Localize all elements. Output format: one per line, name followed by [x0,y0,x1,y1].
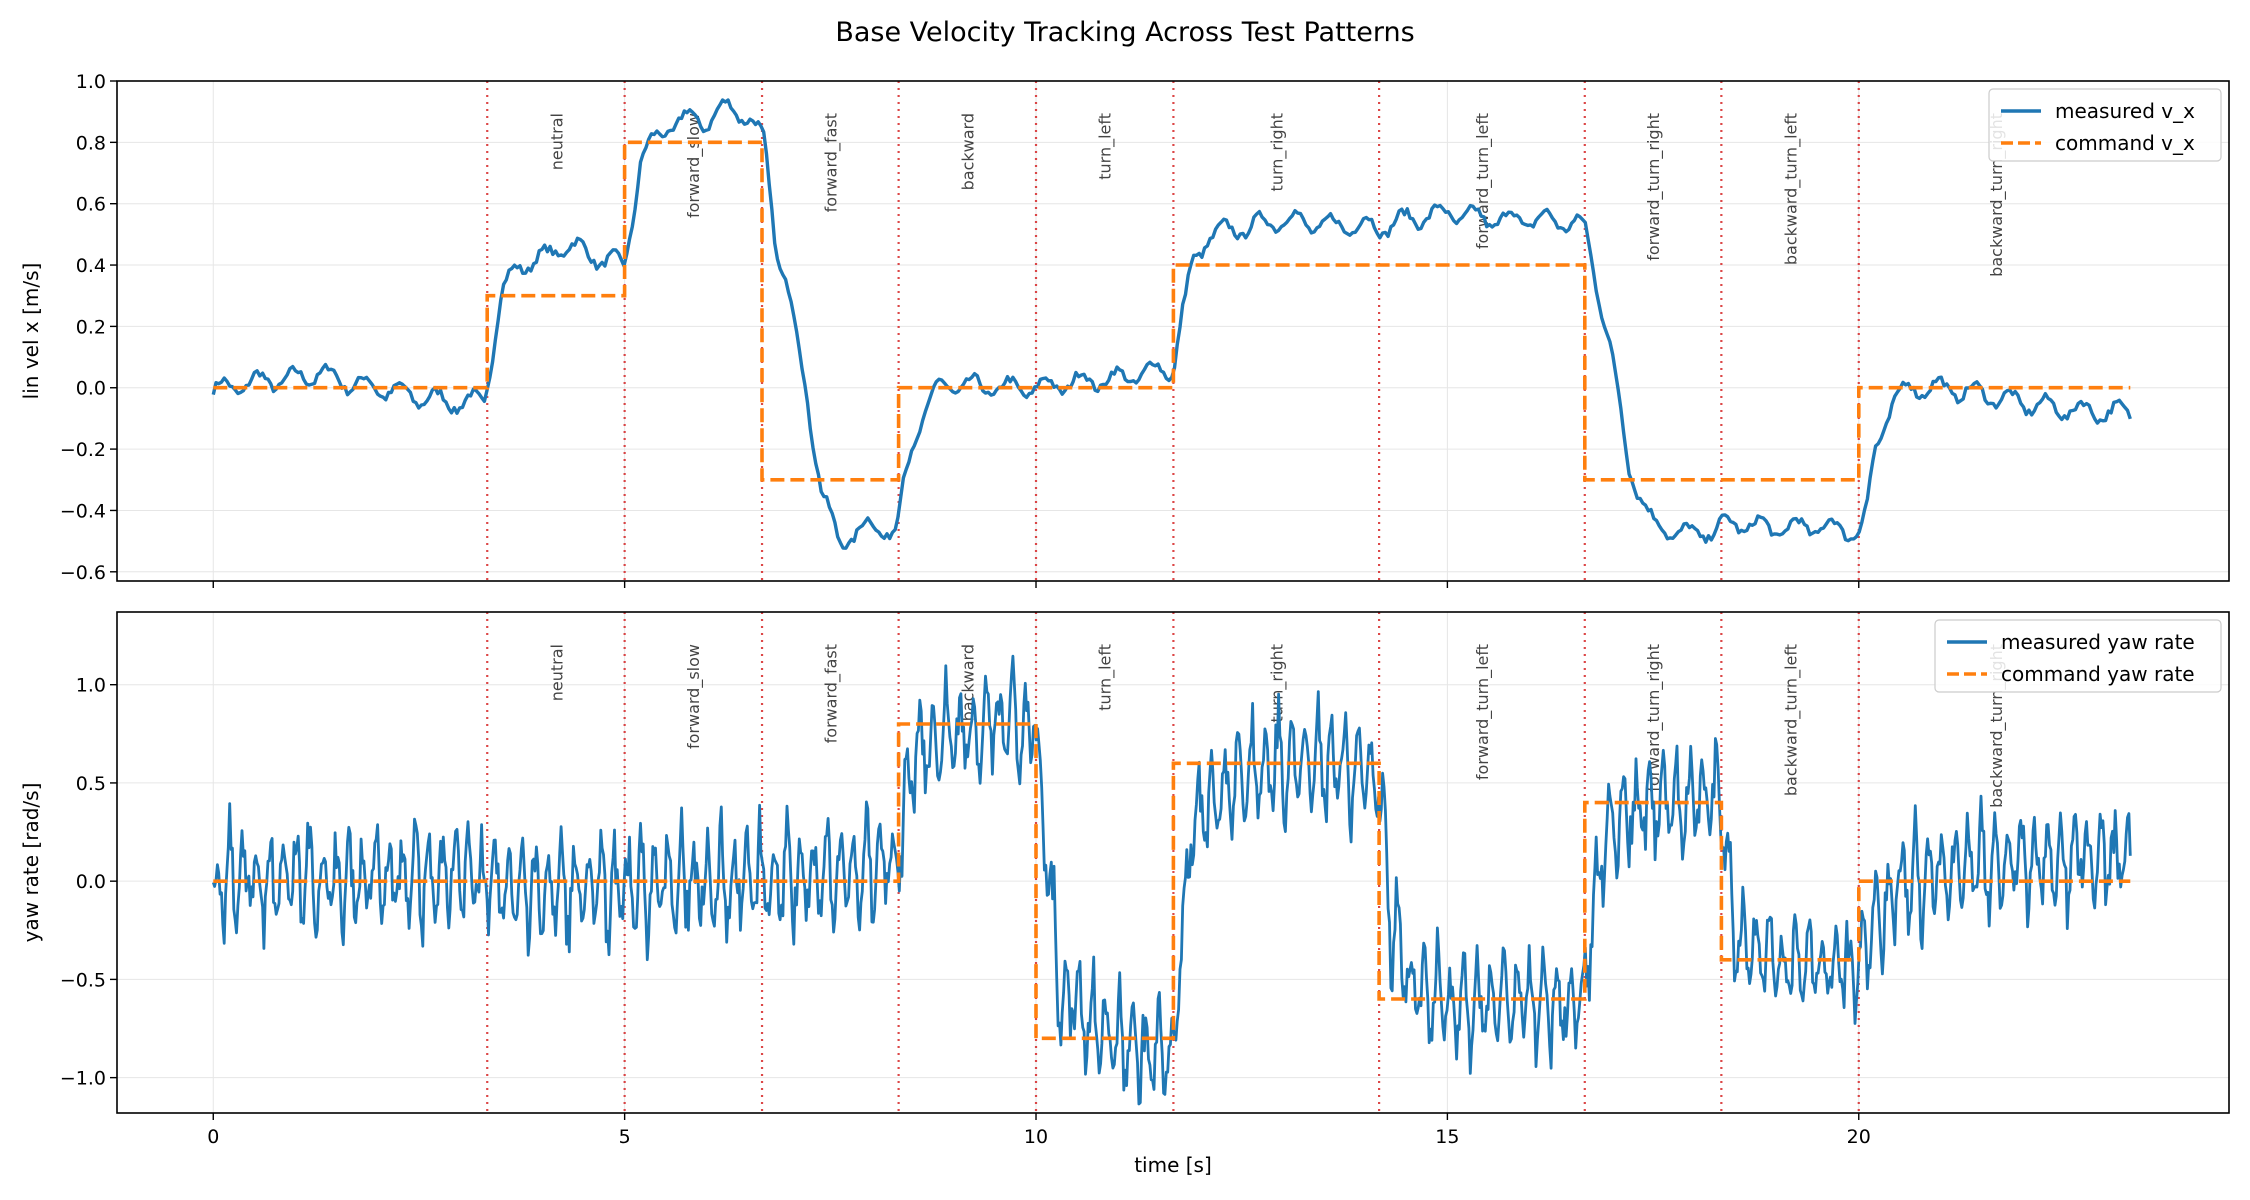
y-tick-label: −0.6 [60,562,106,584]
y-tick-label: 1.0 [76,71,106,93]
series-line-command-yaw-rate [213,722,2131,1041]
segment-label: backward [959,113,978,190]
segment-label: turn_left [1095,644,1115,711]
segment-label: backward_turn_left [1781,644,1801,796]
y-tick-label: 0.6 [76,194,106,216]
x-tick-label: 5 [619,1126,631,1148]
segment-label: forward_turn_left [1473,644,1493,780]
segment-label: forward_fast [821,113,841,212]
chart-title: Base Velocity Tracking Across Test Patte… [835,17,1415,48]
axes-frame [116,80,2230,582]
panel-top: neutral forward_slow forward_fast backward t… [19,71,2230,588]
segment-label: forward_turn_left [1473,113,1493,249]
y-tick-label: 0.0 [76,871,106,893]
legend-entry: command v_x [2055,131,2195,155]
segment-label: forward_slow [684,113,704,218]
x-axis-label: time [s] [1134,1153,1212,1177]
axes-frame [116,611,2230,1114]
legend-entry: measured yaw rate [2001,630,2195,654]
y-axis-label: lin vel x [m/s] [19,263,43,400]
legend: measured yaw rate command yaw rate [1934,619,2222,693]
legend-box [1988,88,2222,162]
y-tick-label: −1.0 [60,1068,106,1090]
segment-label: forward_fast [821,644,841,743]
segment-label: neutral [547,644,566,701]
x-tick-label: 20 [1847,1126,1871,1148]
y-tick-label: 1.0 [76,675,106,697]
x-tick-label: 15 [1435,1126,1459,1148]
x-tick-label: 10 [1024,1126,1048,1148]
y-tick-label: 0.8 [76,132,106,154]
segment-label: forward_slow [684,644,704,749]
segment-label: neutral [547,113,566,170]
y-tick-label: 0.4 [76,255,106,277]
segment-label: backward_turn_left [1781,113,1801,265]
legend-entry: command yaw rate [2001,662,2195,686]
y-tick-label: 0.2 [76,316,106,338]
series-line-command-v-x [213,140,2131,482]
legend-box [1934,619,2222,693]
segment-label: forward_turn_right [1644,644,1664,792]
y-tick-label: 0.0 [76,378,106,400]
segment-label: turn_left [1095,113,1115,180]
y-axis-label: yaw rate [rad/s] [19,783,43,943]
segment-label: turn_right [1267,644,1287,722]
segment-label: turn_right [1267,113,1287,191]
panel-bottom: neutral forward_slow forward_fast backward t… [19,611,2230,1177]
legend-entry: measured v_x [2055,99,2195,123]
y-tick-label: −0.4 [60,500,106,522]
y-tick-label: −0.2 [60,439,106,461]
y-tick-label: 0.5 [76,773,106,795]
y-tick-label: −0.5 [60,969,106,991]
x-tick-label: 0 [207,1126,219,1148]
segment-label: forward_turn_right [1644,113,1664,261]
